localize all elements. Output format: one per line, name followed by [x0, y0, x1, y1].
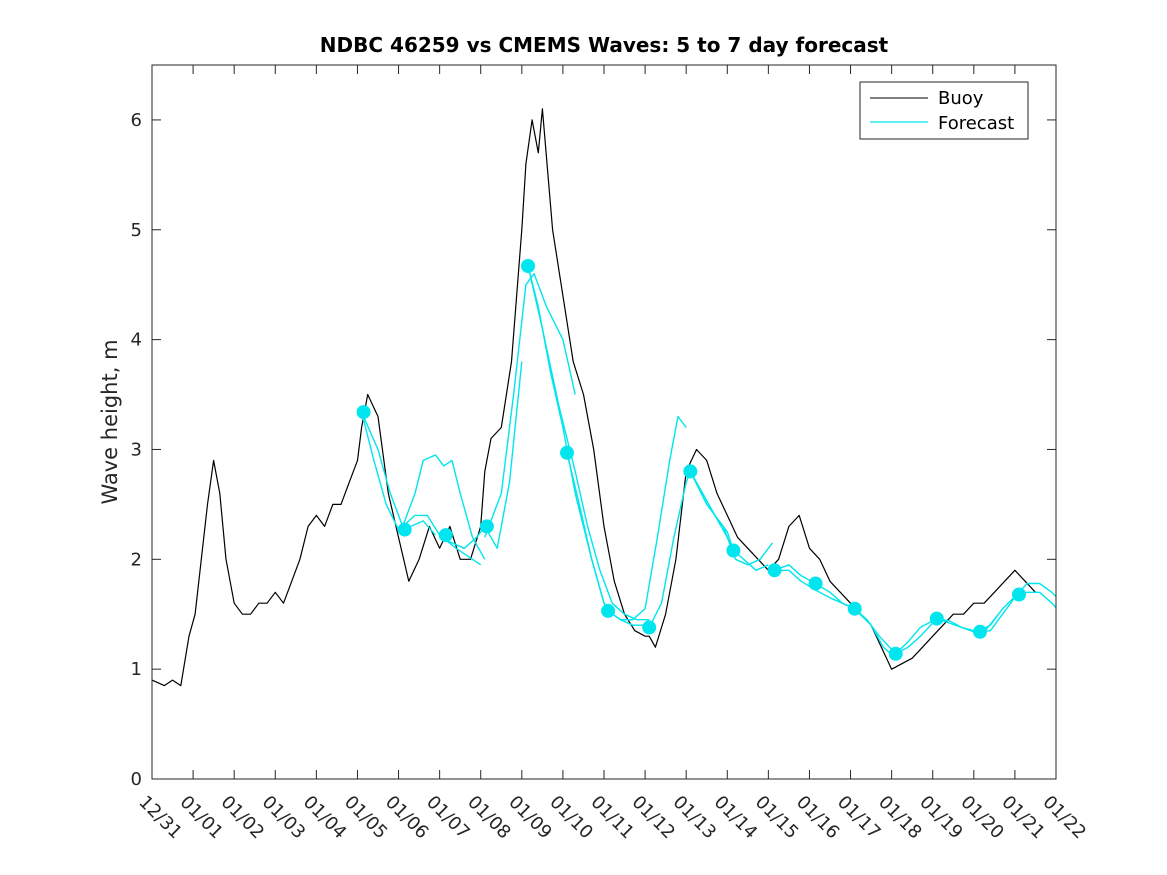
forecast-series-line — [689, 471, 774, 566]
forecast-marker — [356, 405, 371, 420]
forecast-marker — [642, 620, 657, 635]
legend-box — [859, 81, 1029, 140]
forecast-marker — [726, 543, 741, 558]
forecast-marker — [767, 563, 782, 578]
legend-buoy-label: Buoy — [938, 88, 984, 109]
forecast-series-line — [607, 415, 687, 621]
plot-frame — [151, 64, 1057, 780]
plot-area — [152, 65, 1056, 779]
forecast-marker — [1012, 587, 1026, 602]
y-tick-label: 6 — [131, 110, 142, 131]
series-group — [151, 108, 1057, 687]
forecast-series-line — [527, 265, 650, 621]
legend-forecast-label: Forecast — [938, 113, 1014, 134]
forecast-marker — [847, 601, 862, 616]
y-axis-label: Wave height, m — [98, 339, 122, 504]
forecast-marker — [521, 259, 535, 273]
forecast-series-line — [484, 361, 523, 549]
forecast-series-line — [360, 411, 482, 566]
forecast-marker — [560, 445, 574, 460]
forecast-marker — [888, 646, 903, 661]
forecast-marker — [929, 611, 944, 626]
y-tick-label: 5 — [131, 220, 142, 241]
legend: Buoy Forecast — [859, 81, 1029, 140]
forecast-marker — [479, 519, 494, 534]
forecast-marker — [438, 528, 453, 543]
forecast-marker — [397, 522, 412, 537]
forecast-marker — [683, 464, 698, 479]
forecast-marker — [973, 624, 987, 639]
forecast-series-line — [402, 454, 486, 560]
forecast-marker — [601, 603, 616, 618]
forecast-series-line — [854, 608, 979, 655]
chart-title: NDBC 46259 vs CMEMS Waves: 5 to 7 day fo… — [320, 33, 889, 57]
y-tick-label: 4 — [131, 330, 142, 351]
forecast-marker — [808, 576, 823, 591]
forecast-series-line — [774, 569, 897, 659]
y-tick-label: 2 — [131, 549, 142, 570]
y-tick-label: 0 — [131, 769, 142, 790]
y-tick-label: 1 — [131, 659, 142, 680]
y-tick-label: 3 — [131, 439, 142, 460]
forecast-series-line — [689, 471, 769, 571]
forecast-series-line — [484, 273, 576, 538]
